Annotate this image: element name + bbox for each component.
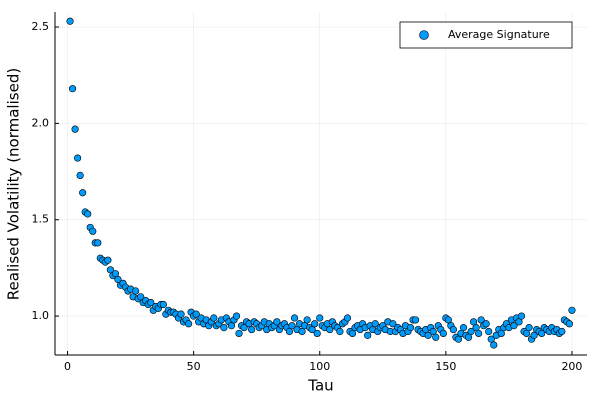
point [313, 329, 321, 338]
point [71, 125, 79, 133]
point [74, 154, 82, 162]
point [288, 322, 296, 330]
y-tick-label: 1.5 [32, 213, 50, 226]
legend-marker [419, 30, 429, 40]
point [248, 325, 256, 334]
point [177, 310, 185, 318]
point [371, 320, 379, 328]
point [132, 287, 140, 295]
point [525, 324, 533, 332]
point [432, 333, 440, 341]
point [411, 316, 420, 324]
y-axis-title: Realised Volatility (normalised) [5, 68, 23, 300]
point [303, 316, 311, 324]
point [192, 310, 200, 318]
point [424, 331, 432, 339]
point [485, 327, 493, 336]
point [482, 320, 490, 328]
x-tick-label: 150 [435, 360, 456, 373]
point [210, 314, 218, 322]
point [184, 320, 193, 328]
x-tick-label: 50 [187, 360, 201, 373]
point [343, 314, 352, 322]
point [290, 314, 299, 322]
y-tick-label: 2.0 [32, 116, 50, 129]
point [94, 239, 102, 247]
point [364, 331, 372, 339]
x-tick-label: 200 [561, 360, 582, 373]
point [467, 327, 475, 336]
point [104, 256, 112, 264]
point [84, 210, 92, 218]
point [406, 324, 415, 332]
point [389, 320, 397, 328]
point [517, 312, 526, 320]
y-tick-label: 2.5 [32, 20, 50, 33]
point [220, 324, 228, 332]
y-tick-label: 1.0 [32, 309, 50, 322]
x-axis-title: Tau [307, 377, 333, 395]
point [459, 324, 468, 332]
point [159, 300, 167, 309]
point [89, 227, 97, 235]
point [235, 329, 243, 338]
point [439, 329, 447, 338]
x-tick-label: 0 [64, 360, 71, 373]
point [475, 329, 483, 338]
legend-label: Average Signature [448, 28, 550, 41]
point [66, 17, 74, 25]
point [326, 325, 334, 334]
point [316, 314, 324, 322]
point [336, 327, 344, 336]
point [510, 322, 518, 330]
point [449, 325, 458, 334]
point [565, 320, 574, 328]
point [232, 312, 241, 320]
point [147, 298, 155, 307]
point [68, 85, 77, 93]
point [79, 189, 87, 197]
point [568, 306, 576, 314]
point [490, 341, 498, 349]
point [558, 327, 566, 336]
x-tick-label: 100 [309, 360, 330, 373]
point [76, 171, 84, 180]
point [273, 318, 281, 326]
point [311, 320, 319, 328]
